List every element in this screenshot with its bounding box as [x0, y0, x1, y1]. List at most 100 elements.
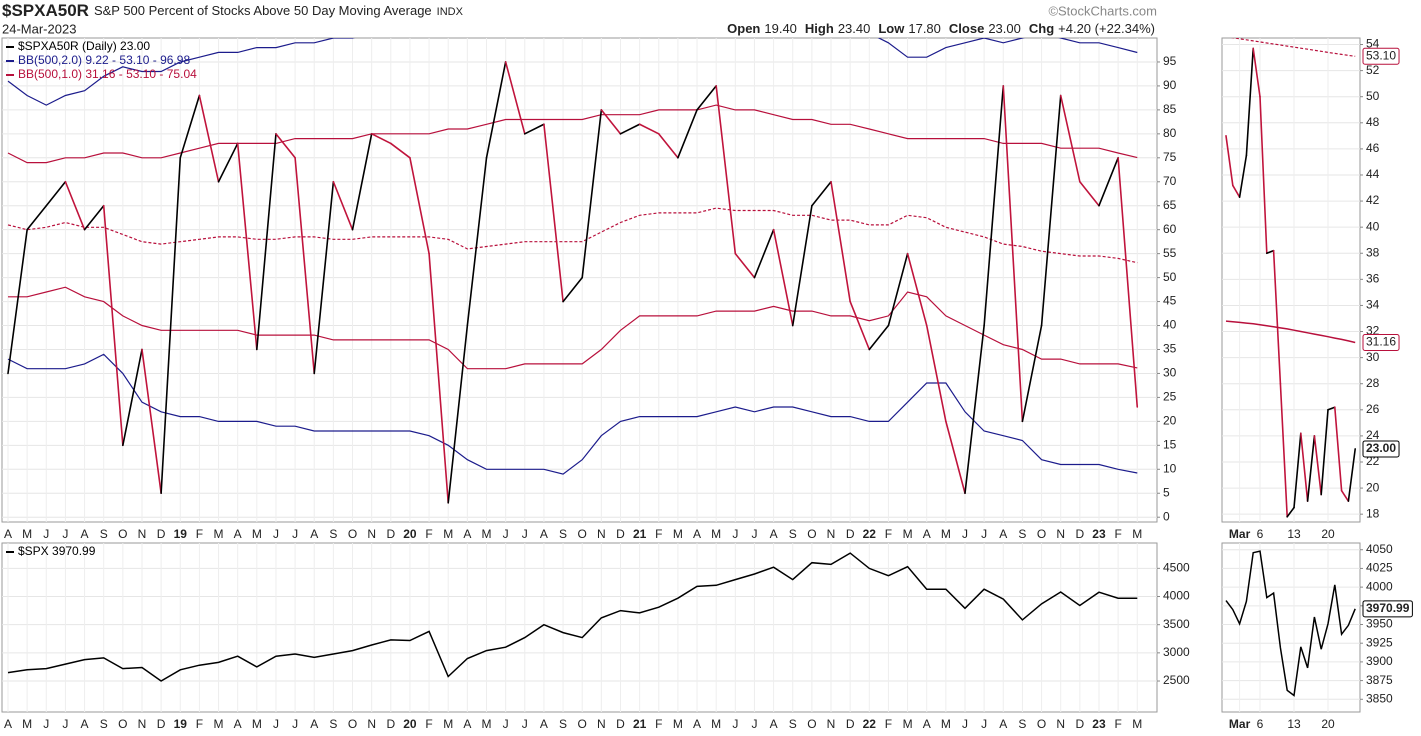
line-segment	[772, 228, 794, 327]
line-segment	[198, 94, 220, 183]
y-tick-label: 4000	[1163, 589, 1190, 603]
line-segment	[677, 109, 698, 159]
series-line	[7, 552, 1138, 682]
x-tick-label: O	[348, 527, 357, 541]
last-value-label: 53.10	[1366, 48, 1396, 62]
x-tick-label: J	[751, 717, 757, 731]
x-tick-label: D	[616, 527, 625, 541]
line-segment	[83, 204, 105, 231]
line-segment	[236, 142, 258, 351]
x-tick-label: F	[1114, 527, 1121, 541]
line-segment	[715, 85, 737, 255]
line-segment	[906, 252, 928, 327]
x-tick-label: O	[578, 717, 587, 731]
line-segment	[523, 123, 545, 135]
x-tick-label: N	[367, 527, 376, 541]
line-segment	[925, 324, 947, 423]
y-tick-label: 3925	[1366, 635, 1393, 649]
y-tick-label: 3850	[1366, 691, 1393, 705]
line-segment	[1117, 157, 1139, 408]
y-tick-label: 48	[1366, 115, 1380, 129]
x-tick-label: F	[425, 717, 432, 731]
line-segment	[409, 157, 430, 255]
line-segment	[351, 133, 373, 231]
quote-value: +4.20 (+22.34%)	[1058, 21, 1155, 36]
x-tick-label: J	[503, 527, 509, 541]
x-tick-label: A	[923, 527, 931, 541]
line-segment	[1252, 47, 1261, 98]
x-tick-label: A	[693, 527, 701, 541]
x-tick-label: A	[463, 717, 471, 731]
x-tick-label: D	[616, 717, 625, 731]
y-tick-label: 30	[1163, 366, 1177, 380]
panel-frame	[1221, 37, 1361, 523]
line-segment	[122, 348, 143, 447]
y-tick-label: 4000	[1366, 579, 1393, 593]
line-segment	[581, 109, 603, 279]
line-segment	[1232, 184, 1241, 198]
plot-area	[1225, 550, 1356, 697]
band-upper	[7, 38, 1138, 106]
y-tick-label: 36	[1366, 272, 1380, 286]
y-tick-label: 20	[1366, 480, 1380, 494]
line-segment	[1293, 432, 1302, 509]
line-segment	[849, 300, 871, 351]
x-tick-label: A	[4, 527, 12, 541]
quote: Open 19.40 High 23.40 Low 17.80 Close 23.00 Chg +…	[727, 21, 1155, 36]
x-tick-label: J	[292, 717, 298, 731]
y-tick-label: 3950	[1366, 617, 1393, 631]
line-segment	[1259, 95, 1268, 255]
y-tick-label: 60	[1163, 222, 1177, 236]
x-tick-label: J	[503, 717, 509, 731]
line-segment	[1320, 409, 1329, 496]
line-segment	[619, 123, 641, 135]
x-tick-label: J	[62, 717, 68, 731]
x-tick-label: 20	[403, 527, 417, 541]
x-tick-label: N	[597, 717, 606, 731]
x-tick-label: M	[711, 717, 721, 731]
y-tick-label: 40	[1163, 318, 1177, 332]
line-segment	[179, 94, 201, 159]
x-tick-label: M	[941, 717, 951, 731]
x-tick-label: A	[923, 717, 931, 731]
line-segment	[1021, 324, 1043, 423]
y-tick-label: 3875	[1366, 673, 1393, 687]
line-segment	[275, 133, 296, 159]
y-tick-label: 40	[1366, 219, 1380, 233]
x-tick-label: M	[941, 527, 951, 541]
x-tick-label: F	[655, 527, 662, 541]
x-tick-label: A	[999, 527, 1007, 541]
x-tick-label: J	[522, 717, 528, 731]
chart-title: $SPXA50R	[2, 1, 89, 20]
line-segment	[64, 180, 86, 231]
y-tick-label: 95	[1163, 54, 1177, 68]
line-segment	[370, 133, 392, 145]
line-segment	[868, 324, 890, 351]
x-tick-label: M	[711, 527, 721, 541]
quote-value: 23.00	[988, 21, 1021, 36]
x-tick-label: O	[578, 527, 587, 541]
line-segment	[638, 123, 660, 135]
line-segment	[217, 142, 239, 183]
line-segment	[1059, 94, 1081, 183]
y-tick-label: 26	[1366, 402, 1380, 416]
x-tick-label: A	[81, 717, 89, 731]
line-segment	[696, 85, 717, 111]
x-tick-label: N	[827, 527, 836, 541]
y-tick-label: 24	[1366, 428, 1380, 442]
x-tick-label: D	[1076, 527, 1085, 541]
line-segment	[1266, 249, 1275, 255]
y-tick-label: 65	[1163, 198, 1177, 212]
line-segment	[1347, 448, 1356, 502]
band-lower	[7, 353, 1138, 475]
line-segment	[600, 109, 622, 135]
x-tick-label: D	[846, 527, 855, 541]
x-tick-label: J	[522, 527, 528, 541]
last-value-box	[1362, 440, 1400, 458]
x-tick-label: 22	[863, 527, 877, 541]
header-line: $SPXA50R S&P 500 Percent of Stocks Above …	[2, 1, 464, 20]
x-tick-label: M	[443, 527, 453, 541]
x-tick-label: J	[43, 527, 49, 541]
x-tick-label: S	[1018, 717, 1026, 731]
y-tick-label: 42	[1366, 193, 1380, 207]
